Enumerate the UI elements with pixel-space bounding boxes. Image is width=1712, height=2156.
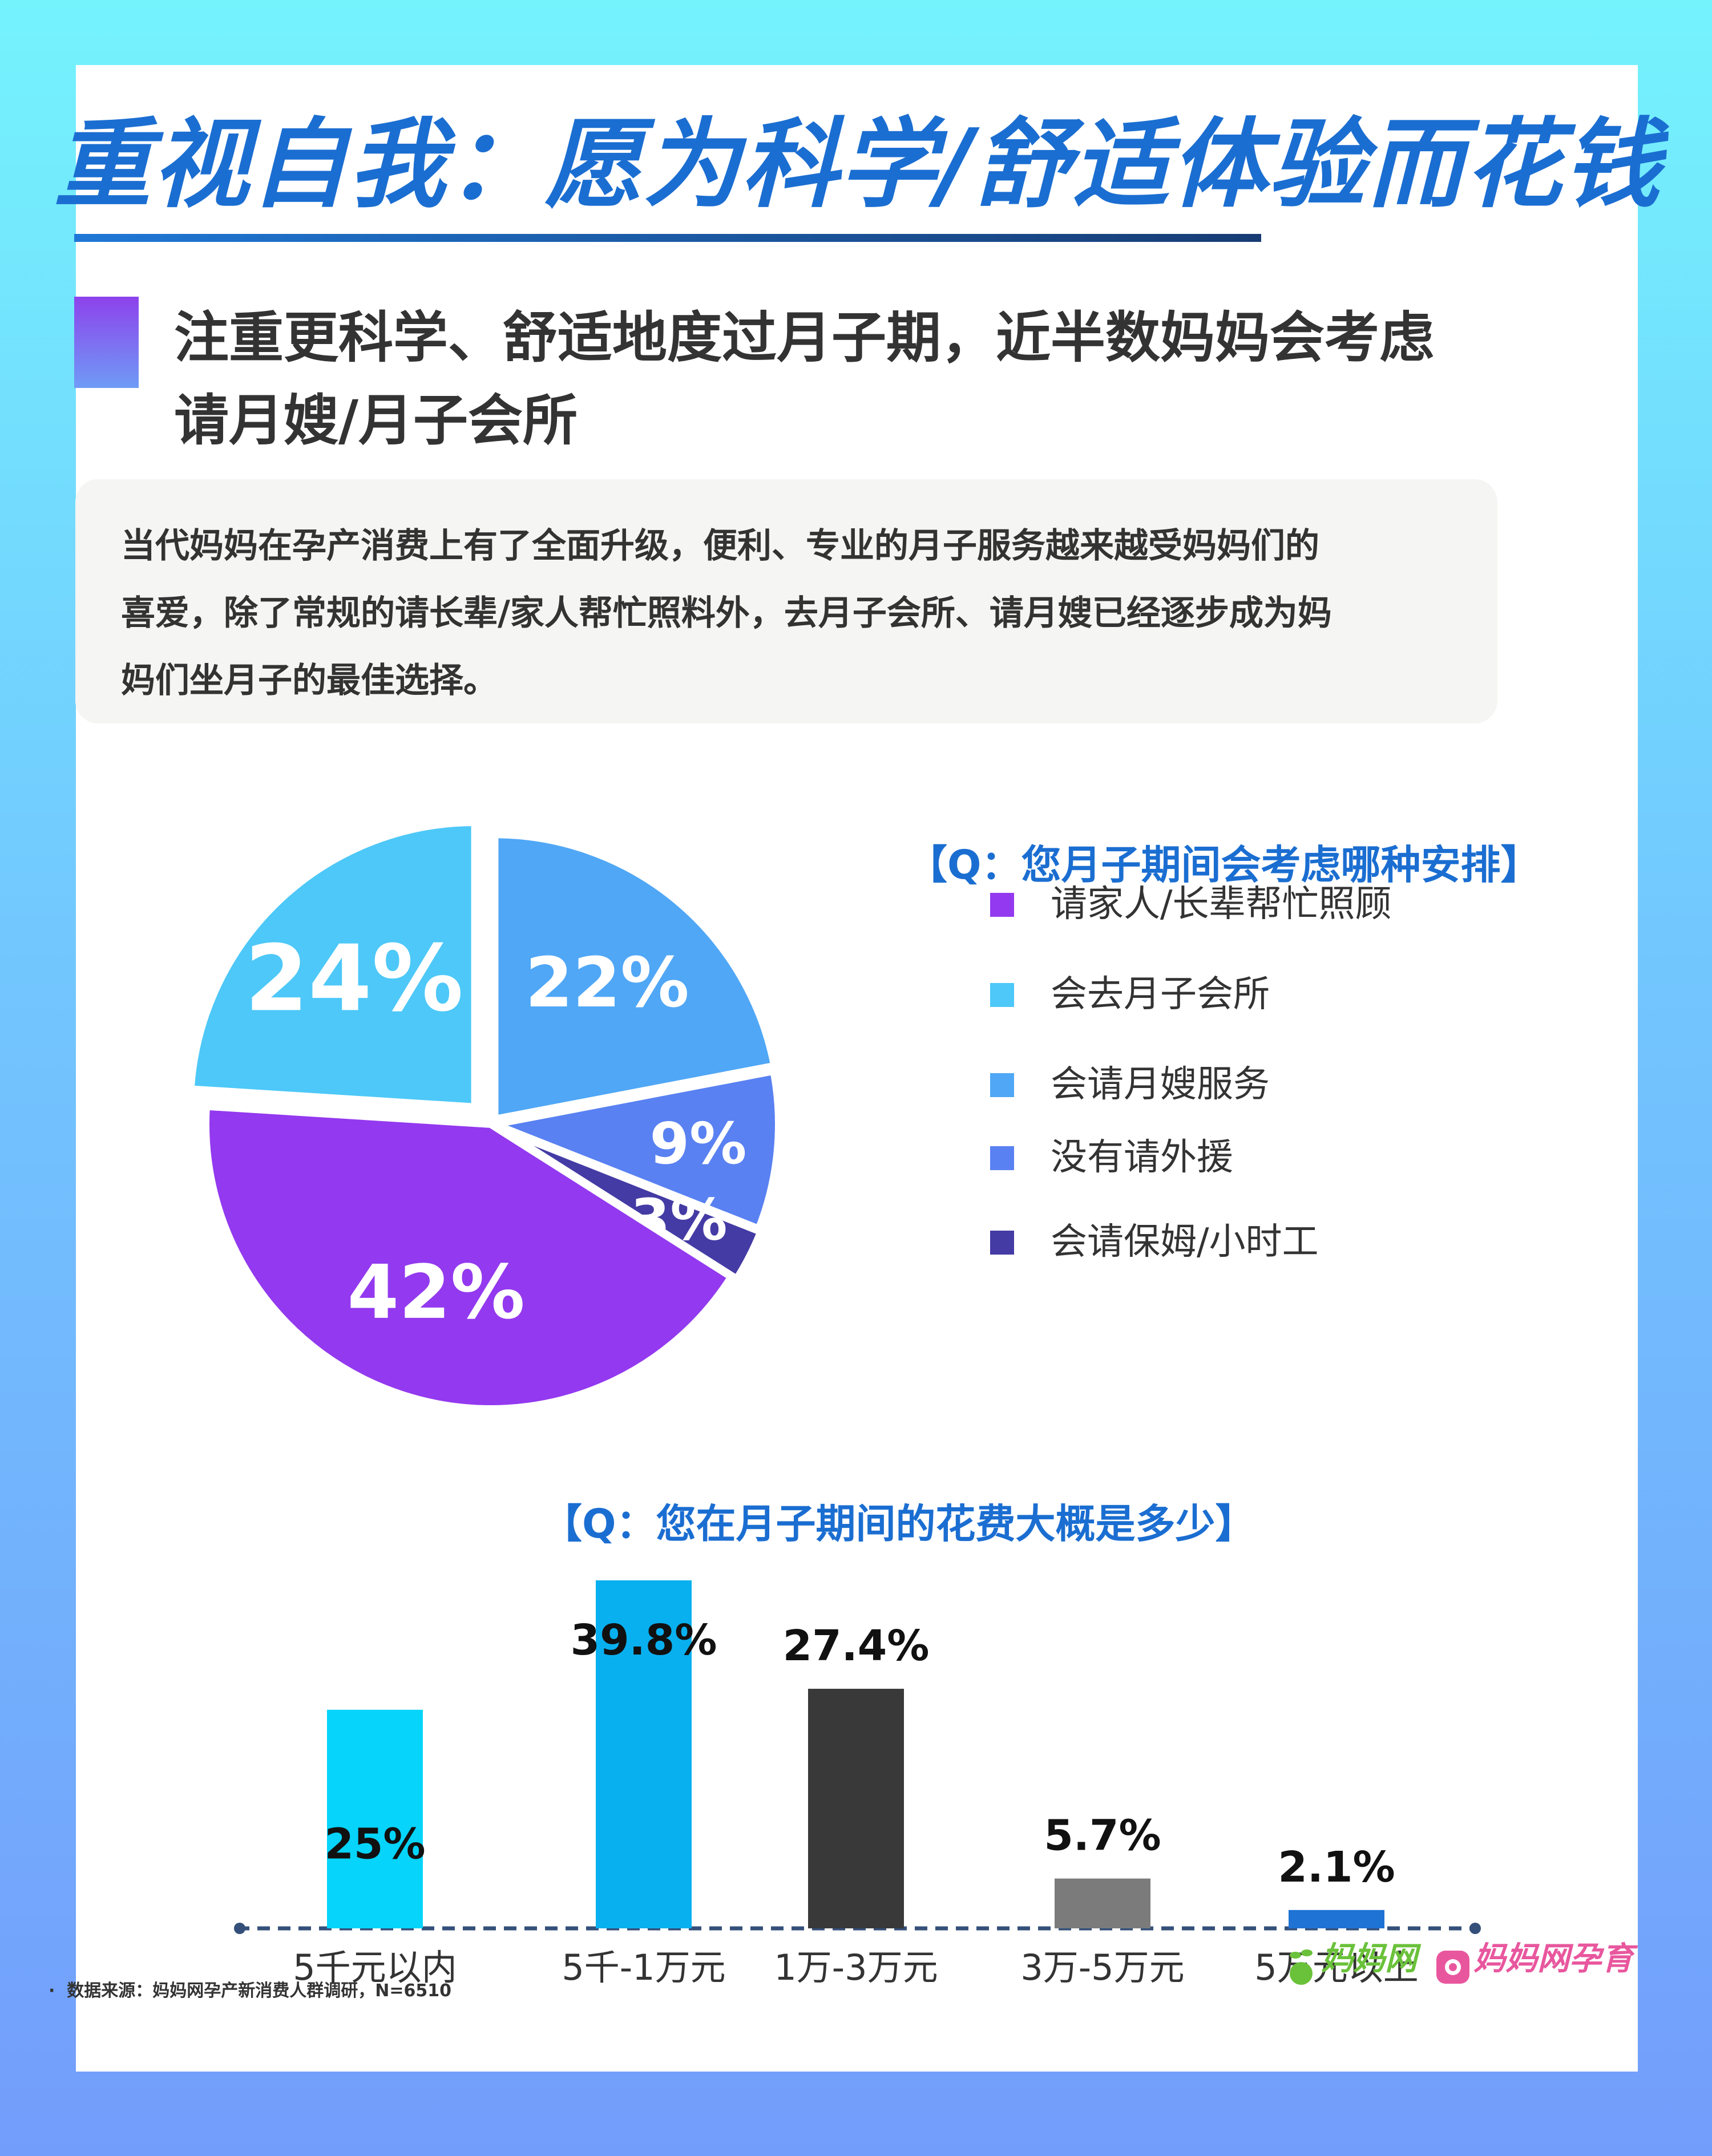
pie-slice-3 xyxy=(489,1066,783,1233)
legend-swatch-4 xyxy=(990,1231,1014,1255)
bar-chart: 25% 5千元以内 39.8% 5千-1万元 27.4% 1万-3万元 5.7% 3万-5万元… xyxy=(234,1580,1481,1988)
legend-label-1: 会去月子会所 xyxy=(1051,973,1270,1016)
pie-slice-2 xyxy=(490,830,779,1124)
subtitle-marker xyxy=(74,297,139,388)
bar-question-title: 【Q：您在月子期间的花费大概是多少】 xyxy=(542,1500,1255,1547)
legend-swatch-3 xyxy=(990,1146,1014,1170)
legend-swatch-1 xyxy=(990,983,1014,1007)
legend-swatch-0 xyxy=(990,893,1014,917)
mamawang-logo: 妈妈网 xyxy=(1284,1936,1418,1985)
sprout-icon xyxy=(1290,1949,1313,1985)
pie-question-title: 【Q：您月子期间会考虑哪种安排】 xyxy=(907,842,1541,888)
intro-text: 当代妈妈在孕产消费上有了全面升级，便利、专业的月子服务越来越受妈妈们的 喜爱，除… xyxy=(121,512,1468,714)
bar-0 xyxy=(327,1709,423,1928)
bar-value-label-3: 5.7% xyxy=(1044,1811,1161,1860)
bar-category-label-3: 3万-5万元 xyxy=(1020,1947,1184,1988)
baby-icon xyxy=(1436,1950,1469,1984)
bar-category-label-0: 5千元以内 xyxy=(293,1947,457,1988)
logo2-text: 妈妈网孕育 xyxy=(1473,1940,1634,1977)
bar-4 xyxy=(1289,1910,1384,1928)
source-text: 数据来源：妈妈网孕产新消费人群调研，N=6510 xyxy=(67,1981,452,2001)
intro-line-1: 当代妈妈在孕产消费上有了全面升级，便利、专业的月子服务越来越受妈妈们的 xyxy=(121,526,1319,566)
pie-slice-1 xyxy=(186,818,479,1111)
subtitle: 注重更科学、舒适地度过月子期，近半数妈妈会考虑 请月嫂/月子会所 xyxy=(174,297,1544,462)
subtitle-line-1: 注重更科学、舒适地度过月子期，近半数妈妈会考虑 xyxy=(174,306,1434,370)
page-title: 重视自我：愿为科学/舒适体验而花钱 xyxy=(54,108,1662,221)
logo1-text: 妈妈网 xyxy=(1321,1940,1418,1977)
baseline-dot-left xyxy=(234,1923,245,1934)
pie-label-2: 22% xyxy=(525,944,689,1023)
legend-label-4: 会请保姆/小时工 xyxy=(1051,1221,1319,1263)
bar-value-label-2: 27.4% xyxy=(783,1621,930,1670)
bar-value-label-4: 2.1% xyxy=(1278,1843,1395,1892)
bar-3 xyxy=(1055,1878,1150,1928)
bar-category-label-4: 5万元以上 xyxy=(1254,1947,1418,1988)
intro-line-3: 妈们坐月子的最佳选择。 xyxy=(121,661,498,701)
intro-line-2: 喜爱，除了常规的请长辈/家人帮忙照料外，去月子会所、请月嫂已经逐步成为妈 xyxy=(121,593,1332,633)
data-source: · 数据来源：妈妈网孕产新消费人群调研，N=6510 xyxy=(49,1976,451,2001)
legend-label-3: 没有请外援 xyxy=(1051,1136,1233,1179)
bar-category-label-1: 5千-1万元 xyxy=(562,1947,725,1988)
subtitle-line-2: 请月嫂/月子会所 xyxy=(174,389,578,452)
legend-swatch-2 xyxy=(990,1073,1014,1097)
title-underline xyxy=(74,234,1261,242)
pie-label-0: 42% xyxy=(348,1249,525,1336)
pie-slice-0 xyxy=(201,1102,736,1413)
pie-label-1: 24% xyxy=(245,925,463,1032)
legend-label-0: 请家人/长辈帮忙照顾 xyxy=(1051,883,1392,925)
bar-1 xyxy=(596,1580,692,1928)
source-bullet: · xyxy=(49,1981,55,2001)
intro-box xyxy=(75,479,1497,723)
legend-label-2: 会请月嫂服务 xyxy=(1051,1063,1270,1106)
bar-2 xyxy=(808,1689,904,1928)
baseline-dot-right xyxy=(1469,1923,1481,1934)
bar-value-label-1: 39.8% xyxy=(571,1616,717,1665)
pie-label-3: 9% xyxy=(649,1110,746,1177)
bar-category-label-2: 1万-3万元 xyxy=(774,1947,938,1988)
bar-value-label-0: 25% xyxy=(324,1819,425,1868)
pie-chart: 22%9%3%42%24% xyxy=(186,818,783,1413)
mamawang-yunyu-logo: 妈妈网孕育 xyxy=(1435,1936,1634,1984)
